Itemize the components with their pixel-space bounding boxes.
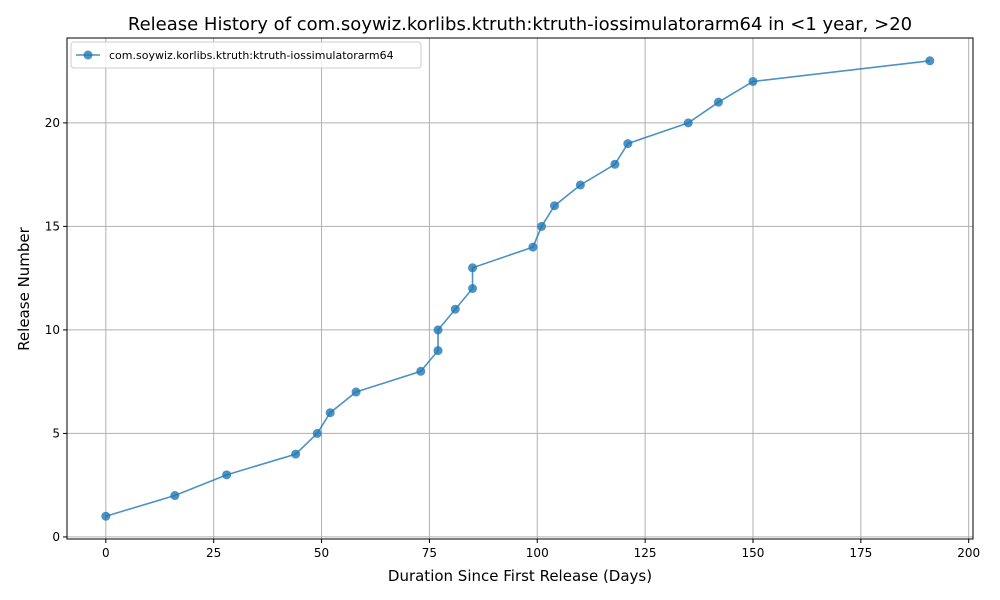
x-tick-label: 175 (849, 546, 872, 560)
y-tick-label: 5 (52, 426, 60, 440)
y-axis-label: Release Number (15, 226, 33, 350)
data-point (416, 366, 426, 376)
plot-frame (66, 37, 974, 540)
data-point (433, 325, 443, 335)
y-tick-label: 15 (45, 219, 60, 233)
data-point (623, 139, 633, 149)
legend-marker-sample (83, 50, 93, 60)
data-point (610, 159, 620, 169)
data-point (312, 428, 322, 438)
data-point (101, 511, 111, 521)
x-tick-label: 25 (206, 546, 221, 560)
data-point (468, 284, 478, 293)
x-tick-label: 100 (526, 546, 549, 560)
chart-title: Release History of com.soywiz.korlibs.kt… (128, 14, 912, 35)
data-point (468, 263, 478, 273)
data-point (325, 408, 335, 418)
y-axis-ticks: 0 5 10 15 20 (45, 116, 67, 544)
data-point (925, 56, 935, 66)
legend-box (70, 41, 422, 69)
series-line (105, 59, 930, 517)
x-tick-label: 125 (634, 546, 657, 560)
legend: com.soywiz.korlibs.ktruth:ktruth-iossimu… (70, 41, 422, 69)
data-point (222, 470, 232, 480)
data-point (528, 242, 538, 252)
y-tick-label: 0 (52, 530, 60, 544)
data-point (351, 387, 361, 397)
legend-label: com.soywiz.korlibs.ktruth:ktruth-iossimu… (109, 49, 394, 62)
x-tick-label: 150 (742, 546, 765, 560)
y-tick-label: 10 (45, 323, 60, 337)
data-point (450, 304, 460, 314)
data-point (683, 118, 693, 128)
grid-lines (67, 38, 973, 539)
data-point (575, 180, 585, 190)
y-tick-label: 20 (45, 116, 60, 130)
x-tick-label: 0 (102, 546, 110, 560)
x-axis-ticks: 0 25 50 75 100 125 150 175 200 (102, 539, 980, 560)
data-point (433, 346, 443, 356)
data-point (550, 201, 560, 211)
x-tick-label: 50 (314, 546, 329, 560)
series-layer (101, 56, 935, 521)
x-axis-label: Duration Since First Release (Days) (388, 567, 652, 585)
x-tick-label: 200 (957, 546, 980, 560)
data-point (748, 76, 758, 86)
data-point (291, 449, 301, 459)
data-point (537, 221, 547, 231)
data-point (170, 491, 180, 501)
x-tick-label: 75 (422, 546, 437, 560)
data-point (713, 97, 723, 107)
